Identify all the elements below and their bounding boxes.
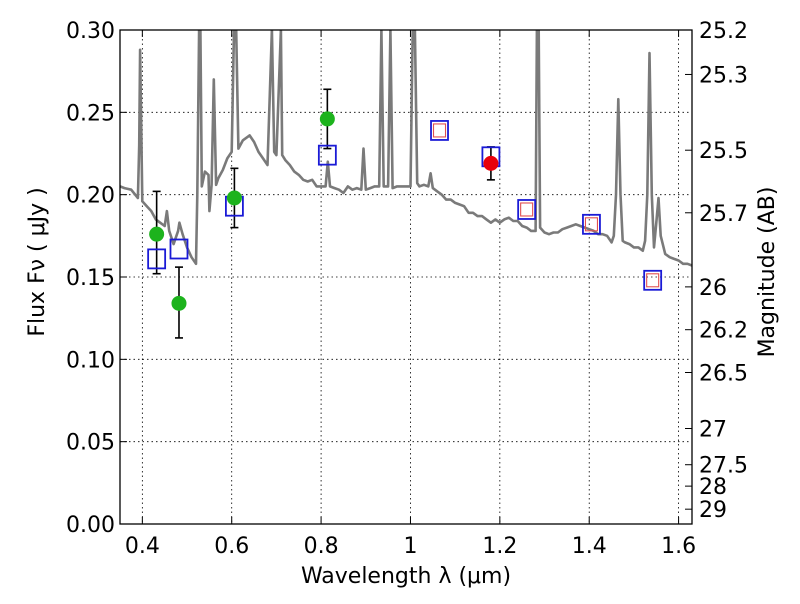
observed-flux-point (171, 295, 187, 311)
x-tick-label: 1 (403, 534, 417, 559)
observed-flux-point (226, 190, 242, 206)
y-tick-label: 0.25 (66, 101, 115, 126)
right-tick-label: 26 (699, 276, 727, 301)
model-flux-box (169, 238, 189, 260)
model-flux-box (147, 248, 167, 270)
right-tick-label: 25.7 (699, 202, 748, 227)
right-tick-label: 28 (699, 475, 727, 500)
x-tick-label: 0.6 (214, 534, 249, 559)
right-tick-label: 25.3 (699, 63, 748, 88)
y-tick-label: 0.30 (66, 19, 115, 44)
y-tick-label: 0.00 (66, 513, 115, 538)
y-tick-label: 0.15 (66, 266, 115, 291)
y-tick-labels: 0.00 0.05 0.10 0.15 0.20 0.25 0.30 (66, 19, 115, 538)
observed-flux-point (149, 226, 165, 242)
model-flux-box (430, 120, 449, 141)
model-flux-inner-box (584, 217, 599, 232)
right-tick-label: 26.5 (699, 362, 748, 387)
model-box-layer (147, 120, 663, 291)
right-tick-label: 27.5 (699, 454, 748, 479)
x-tick-label: 1.2 (482, 534, 517, 559)
model-flux-box (517, 199, 537, 220)
y-tick-label: 0.20 (66, 184, 115, 209)
right-tick-label: 25.5 (699, 139, 748, 164)
model-flux-inner-box (520, 202, 534, 217)
right-tick-label: 26.2 (699, 319, 748, 344)
right-tick-label: 29 (699, 498, 727, 523)
x-tick-label: 1.4 (572, 534, 607, 559)
x-axis-label: Wavelength λ (μm) (301, 564, 511, 589)
y-axis-label: Flux Fν ( μJy ) (25, 187, 50, 336)
y-tick-label: 0.10 (66, 348, 115, 373)
x-tick-labels: 0.4 0.6 0.8 1 1.2 1.4 1.6 (125, 534, 696, 559)
x-tick-label: 1.6 (661, 534, 696, 559)
right-tick-label: 25.2 (699, 19, 748, 44)
sed-spectrum-layer (120, 30, 692, 267)
model-flux-box (643, 269, 663, 291)
sed-spectrum-line (120, 30, 692, 267)
model-flux-inner-box (432, 123, 447, 138)
right-axis-label: Magnitude (AB) (755, 187, 780, 358)
right-tick-label: 27 (699, 417, 727, 442)
model-flux-inner-box (646, 273, 660, 288)
x-tick-label: 0.8 (304, 534, 339, 559)
tick-marks (120, 29, 692, 525)
x-tick-label: 0.4 (125, 534, 160, 559)
y-tick-label: 0.05 (66, 431, 115, 456)
model-flux-box (317, 144, 337, 166)
observed-flux-point (483, 155, 499, 171)
model-flux-box (582, 213, 601, 235)
observed-point-layer (149, 111, 499, 311)
observed-flux-point (319, 111, 335, 127)
